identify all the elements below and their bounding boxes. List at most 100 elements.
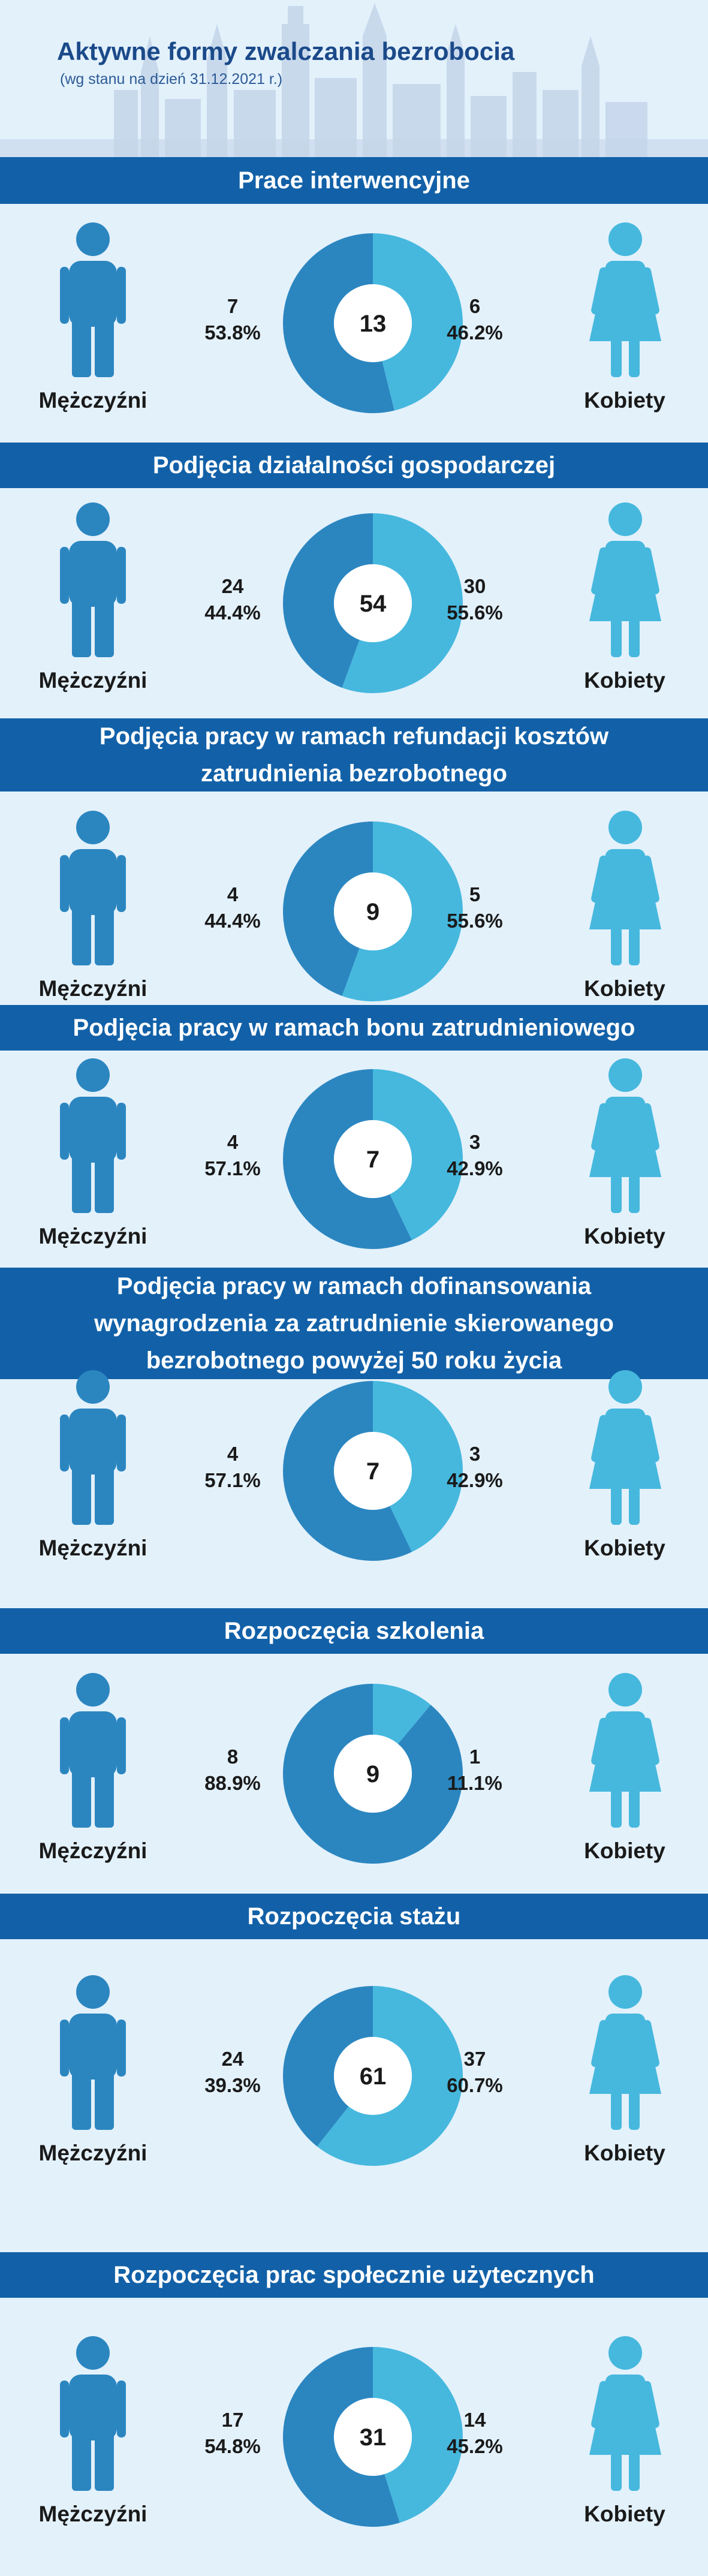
section-title-line: Podjęcia pracy w ramach refundacji koszt… — [99, 723, 609, 750]
women-label: Kobiety — [584, 388, 665, 413]
donut-slice-men — [283, 1684, 463, 1864]
woman-icon — [589, 1673, 661, 1828]
men-value: 4 57.1% — [191, 1129, 275, 1182]
section-title: Prace interwencyjne — [0, 157, 708, 204]
donut-total: 61 — [360, 2063, 387, 2090]
women-percent: 55.6% — [447, 601, 503, 624]
women-percent: 46.2% — [447, 321, 503, 344]
women-value: 5 55.6% — [433, 881, 517, 934]
men-label: Mężczyźni — [38, 668, 147, 693]
women-count: 3 — [469, 1131, 481, 1153]
men-percent: 57.1% — [204, 1157, 261, 1179]
women-percent: 55.6% — [447, 910, 503, 932]
woman-icon — [589, 1975, 661, 2130]
donut-total: 7 — [366, 1458, 379, 1485]
men-count: 17 — [221, 2409, 244, 2431]
woman-icon — [589, 502, 661, 657]
women-label: Kobiety — [584, 2141, 665, 2165]
man-icon — [60, 1673, 126, 1828]
woman-icon — [589, 222, 661, 377]
donut-hole — [334, 2037, 412, 2115]
women-label: Kobiety — [584, 668, 665, 693]
section-3: Podjęcia pracy w ramach refundacji koszt… — [0, 718, 708, 1031]
men-percent: 88.9% — [204, 1772, 261, 1794]
donut-slice-men — [282, 2347, 400, 2527]
women-count: 1 — [469, 1746, 481, 1768]
donut-hole — [334, 1432, 412, 1510]
donut-slice-men — [283, 1986, 373, 2147]
men-count: 4 — [227, 1443, 239, 1465]
man-icon — [60, 811, 126, 965]
women-value: 30 55.6% — [433, 573, 517, 626]
women-percent: 42.9% — [447, 1157, 503, 1179]
men-count: 24 — [221, 2048, 244, 2070]
man-icon — [60, 1975, 126, 2130]
men-label: Mężczyźni — [38, 1536, 147, 1560]
donut-hole — [334, 1120, 412, 1198]
donut-total: 9 — [366, 899, 379, 925]
men-percent: 44.4% — [204, 910, 261, 932]
section-1: Prace interwencyjne Mężczyźni Kobiety 13 — [0, 157, 708, 443]
section-title: Rozpoczęcia prac społecznie użytecznych — [0, 2252, 708, 2298]
donut-total: 9 — [366, 1761, 379, 1787]
donut-slice-men — [282, 1381, 412, 1561]
women-count: 5 — [469, 883, 481, 905]
donut-total: 31 — [360, 2424, 387, 2451]
donut-slice-women — [342, 821, 463, 1001]
section-title-line: zatrudnienia bezrobotnego — [200, 760, 508, 787]
donut-hole — [334, 872, 412, 950]
section-2: Podjęcia działalności gospodarczej Mężcz… — [0, 443, 708, 718]
section-title: Rozpoczęcia szkolenia — [0, 1608, 708, 1654]
men-value: 8 88.9% — [191, 1744, 275, 1796]
section-title-line: wynagrodzenia za zatrudnienie skierowane… — [94, 1310, 614, 1337]
men-percent: 39.3% — [204, 2074, 261, 2096]
donut-chart: 7 — [282, 1069, 463, 1249]
man-icon — [60, 222, 126, 377]
section-title-line: Rozpoczęcia prac społecznie użytecznych — [113, 2262, 595, 2288]
men-label: Mężczyźni — [38, 976, 147, 1001]
donut-total: 54 — [360, 591, 387, 617]
section-4: Podjęcia pracy w ramach bonu zatrudnieni… — [0, 1005, 708, 1268]
men-percent: 53.8% — [204, 321, 261, 344]
men-percent: 54.8% — [204, 2435, 261, 2457]
women-count: 30 — [463, 575, 486, 597]
women-count: 3 — [469, 1443, 481, 1465]
men-count: 4 — [227, 1131, 239, 1153]
men-value: 4 57.1% — [191, 1441, 275, 1494]
donut-total: 7 — [366, 1146, 379, 1173]
women-count: 14 — [463, 2409, 486, 2431]
man-icon — [60, 1058, 126, 1213]
donut-slice-men — [282, 1069, 412, 1249]
women-value: 6 46.2% — [433, 293, 517, 346]
section-title-line: Rozpoczęcia stażu — [247, 1903, 461, 1930]
women-label: Kobiety — [584, 1536, 665, 1560]
donut-total: 13 — [360, 311, 387, 337]
donut-chart: 7 — [282, 1381, 463, 1561]
section-6: Rozpoczęcia szkolenia Mężczyźni Kobiety … — [0, 1608, 708, 1894]
man-icon — [60, 1370, 126, 1525]
section-7: Rozpoczęcia stażu Mężczyźni Kobiety 61 2 — [0, 1894, 708, 2213]
donut-slice-men — [282, 513, 373, 688]
section-title: Podjęcia pracy w ramach bonu zatrudnieni… — [0, 1005, 708, 1051]
men-count: 4 — [227, 883, 239, 905]
women-label: Kobiety — [584, 1224, 665, 1248]
donut-chart: 13 — [282, 233, 463, 413]
women-value: 3 42.9% — [433, 1129, 517, 1182]
woman-icon — [589, 1058, 661, 1213]
men-value: 7 53.8% — [191, 293, 275, 346]
women-value: 14 45.2% — [433, 2407, 517, 2460]
donut-slice-women — [373, 2347, 463, 2523]
donut-hole — [334, 1735, 412, 1813]
donut-slice-women — [317, 1986, 463, 2166]
women-label: Kobiety — [584, 2502, 665, 2526]
man-icon — [60, 502, 126, 657]
header: Aktywne formy zwalczania bezrobocia (wg … — [0, 0, 708, 157]
donut-chart: 54 — [282, 513, 463, 693]
women-percent: 45.2% — [447, 2435, 503, 2457]
page-subtitle: (wg stanu na dzień 31.12.2021 r.) — [60, 71, 283, 88]
women-percent: 42.9% — [447, 1469, 503, 1491]
men-value: 17 54.8% — [191, 2407, 275, 2460]
men-label: Mężczyźni — [38, 1224, 147, 1248]
section-title-line: bezrobotnego powyżej 50 roku życia — [146, 1347, 562, 1374]
section-title: Rozpoczęcia stażu — [0, 1894, 708, 1939]
